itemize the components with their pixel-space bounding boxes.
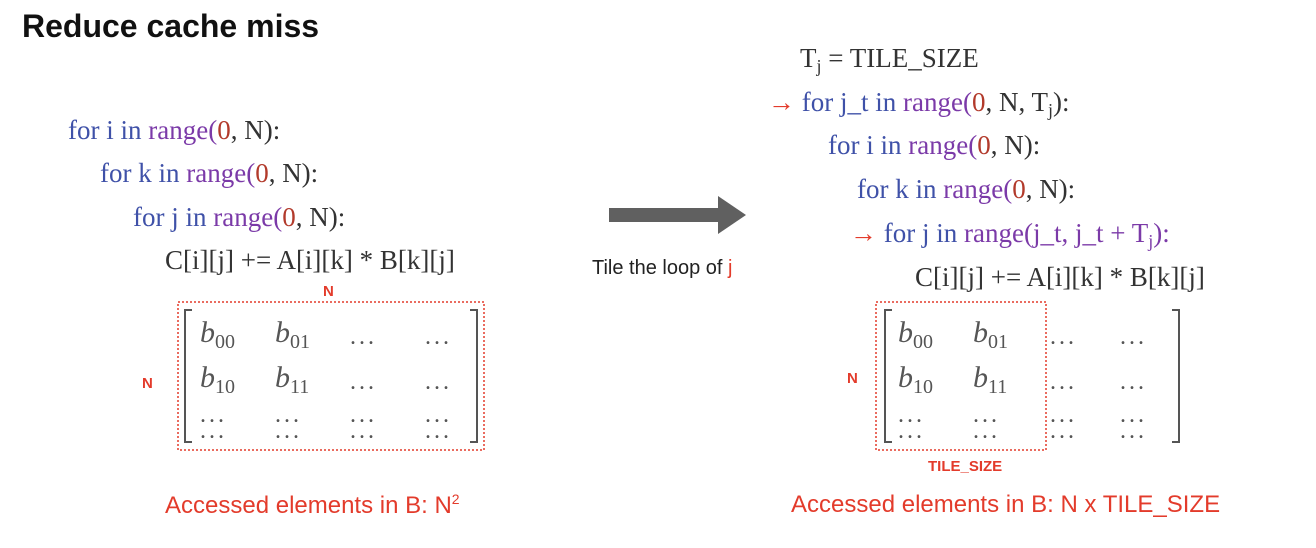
right-dots-r3c1: ... [898, 402, 925, 428]
left-hdots-r2c3: ... [350, 369, 377, 395]
n-right-label: N [847, 370, 858, 387]
left-code-line-2: for k in range(0, N): [100, 158, 319, 188]
left-dots-r4c1: ... [200, 418, 227, 444]
right-dots-r4c3: ... [1050, 418, 1077, 444]
right-dots-r4c2: ... [973, 418, 1000, 444]
left-code-line-1: for i in range(0, N): [68, 115, 281, 145]
left-matrix-left-bracket [184, 309, 192, 443]
right-b11: b11 [973, 361, 1008, 398]
n-top-label: N [323, 283, 334, 300]
right-b10: b10 [898, 361, 933, 398]
tile-loop-label: Tile the loop of j [592, 257, 733, 279]
left-dots-r3c1: ... [200, 402, 227, 428]
left-dots-r4c2: ... [275, 418, 302, 444]
right-access-box [875, 301, 1047, 451]
right-code-line-1: → for j_t in range(0, N, Tj): [768, 87, 1070, 120]
left-access-box [177, 301, 485, 451]
right-hdots-r1c4: ... [1120, 324, 1147, 350]
left-caption: Accessed elements in B: N2 [165, 491, 460, 519]
left-code-line-3: for j in range(0, N): [133, 202, 346, 232]
left-b01: b01 [275, 316, 310, 353]
right-dots-r3c4: ... [1120, 402, 1147, 428]
left-hdots-r1c3: ... [350, 324, 377, 350]
left-dots-r3c3: ... [350, 402, 377, 428]
left-code-line-4: C[i][j] += A[i][k] * B[k][j] [165, 245, 455, 275]
highlight-arrow-icon: → [768, 87, 802, 117]
right-hdots-r2c4: ... [1120, 369, 1147, 395]
left-b00: b00 [200, 316, 235, 353]
n-left-label: N [142, 375, 153, 392]
left-hdots-r1c4: ... [425, 324, 452, 350]
arrow-head [718, 196, 746, 234]
right-b00: b00 [898, 316, 933, 353]
right-dots-r3c3: ... [1050, 402, 1077, 428]
right-code-line-0: Tj = TILE_SIZE [800, 43, 979, 76]
right-dots-r3c2: ... [973, 402, 1000, 428]
left-hdots-r2c4: ... [425, 369, 452, 395]
right-dots-r4c1: ... [898, 418, 925, 444]
right-code-line-3: for k in range(0, N): [857, 174, 1076, 204]
left-b10: b10 [200, 361, 235, 398]
right-matrix-right-bracket [1172, 309, 1180, 443]
arrow-shaft [609, 208, 719, 222]
left-b11: b11 [275, 361, 310, 398]
left-dots-r4c4: ... [425, 418, 452, 444]
tile-size-label: TILE_SIZE [928, 458, 1003, 475]
right-matrix-left-bracket [884, 309, 892, 443]
right-code-line-4: → for j in range(j_t, j_t + Tj): [850, 218, 1170, 251]
right-caption: Accessed elements in B: N x TILE_SIZE [791, 491, 1221, 518]
left-dots-r3c4: ... [425, 402, 452, 428]
left-dots-r3c2: ... [275, 402, 302, 428]
left-dots-r4c3: ... [350, 418, 377, 444]
right-hdots-r1c3: ... [1050, 324, 1077, 350]
page-title: Reduce cache miss [22, 8, 320, 44]
right-b01: b01 [973, 316, 1008, 353]
right-code-line-2: for i in range(0, N): [828, 130, 1041, 160]
left-matrix-right-bracket [470, 309, 478, 443]
right-dots-r4c4: ... [1120, 418, 1147, 444]
highlight-arrow-icon: → [850, 218, 884, 248]
right-hdots-r2c3: ... [1050, 369, 1077, 395]
right-code-line-5: C[i][j] += A[i][k] * B[k][j] [915, 262, 1205, 292]
